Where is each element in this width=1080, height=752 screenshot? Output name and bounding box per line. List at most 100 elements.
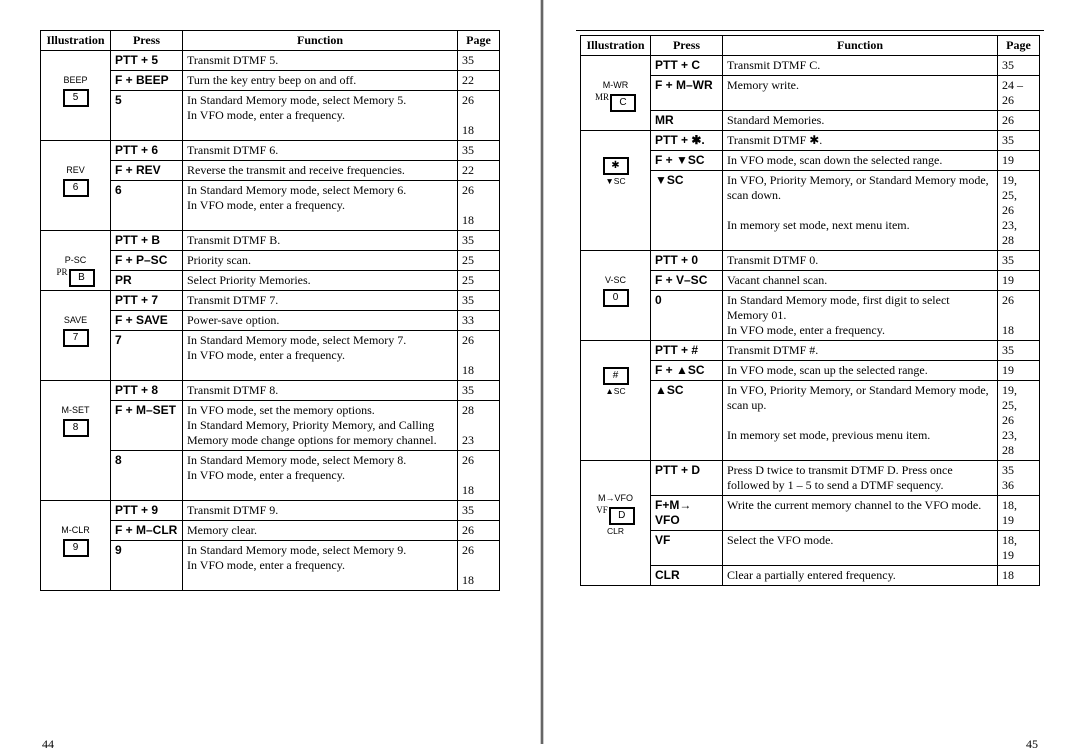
keycap-icon: 5 <box>63 89 89 107</box>
press-cell: F + ▲SC <box>651 361 723 381</box>
keycap-icon: 9 <box>63 539 89 557</box>
press-cell: VF <box>651 531 723 566</box>
key-label: M-CLR <box>45 525 106 536</box>
page-cell: 35 <box>998 131 1040 151</box>
function-cell: Transmit DTMF ✱. <box>723 131 998 151</box>
table-row: #▲SCPTT + #Transmit DTMF #.35 <box>581 341 1040 361</box>
function-cell: In VFO mode, scan up the selected range. <box>723 361 998 381</box>
function-cell: In Standard Memory mode, select Memory 8… <box>183 451 458 501</box>
function-cell: In Standard Memory mode, select Memory 7… <box>183 331 458 381</box>
function-cell: In VFO mode, set the memory options.In S… <box>183 401 458 451</box>
function-cell: Transmit DTMF 8. <box>183 381 458 401</box>
key-label: P-SC <box>45 255 106 266</box>
function-cell: In VFO, Priority Memory, or Standard Mem… <box>723 381 998 461</box>
key-label: REV <box>45 165 106 176</box>
press-cell: PTT + 8 <box>111 381 183 401</box>
page-cell: 35 <box>458 501 500 521</box>
page-cell: 35 <box>458 381 500 401</box>
function-cell: Transmit DTMF 6. <box>183 141 458 161</box>
page-cell: 24 –26 <box>998 76 1040 111</box>
key-label: M-WR <box>585 80 646 91</box>
page-cell: 33 <box>458 311 500 331</box>
press-cell: F + ▼SC <box>651 151 723 171</box>
keycap-icon: 0 <box>603 289 629 307</box>
press-cell: F + M–CLR <box>111 521 183 541</box>
function-cell: In Standard Memory mode, select Memory 6… <box>183 181 458 231</box>
page-cell: 2618 <box>458 181 500 231</box>
key-prefix: VF <box>596 505 608 516</box>
press-cell: PTT + D <box>651 461 723 496</box>
illustration-cell: SAVE 7 <box>41 291 111 381</box>
function-cell: In Standard Memory mode, select Memory 5… <box>183 91 458 141</box>
key-sublabel: ▲SC <box>585 386 646 397</box>
page-cell: 26 <box>458 521 500 541</box>
table-header-row: Illustration Press Function Page <box>581 36 1040 56</box>
reference-table-right: Illustration Press Function Page M-WRMRC… <box>580 35 1040 586</box>
keycap-icon: 8 <box>63 419 89 437</box>
function-cell: In Standard Memory mode, first digit to … <box>723 291 998 341</box>
press-cell: CLR <box>651 566 723 586</box>
press-cell: 9 <box>111 541 183 591</box>
press-cell: F + V–SC <box>651 271 723 291</box>
function-cell: Clear a partially entered frequency. <box>723 566 998 586</box>
table-row: V-SC0PTT + 0Transmit DTMF 0.35 <box>581 251 1040 271</box>
keycap-icon: 7 <box>63 329 89 347</box>
press-cell: F + M–SET <box>111 401 183 451</box>
illustration-cell: P-SCPRB <box>41 231 111 291</box>
page-cell: 35 <box>458 141 500 161</box>
keycap-icon: D <box>609 507 635 525</box>
page-cell: 35 <box>998 341 1040 361</box>
function-cell: Write the current memory channel to the … <box>723 496 998 531</box>
col-function: Function <box>723 36 998 56</box>
function-cell: Transmit DTMF 5. <box>183 51 458 71</box>
press-cell: F + P–SC <box>111 251 183 271</box>
key-sublabel: CLR <box>585 526 646 537</box>
function-cell: Transmit DTMF C. <box>723 56 998 76</box>
function-cell: Press D twice to transmit DTMF D. Press … <box>723 461 998 496</box>
page-cell: 2618 <box>458 541 500 591</box>
press-cell: F + M–WR <box>651 76 723 111</box>
page-cell: 3536 <box>998 461 1040 496</box>
function-cell: Select the VFO mode. <box>723 531 998 566</box>
page-cell: 2823 <box>458 401 500 451</box>
press-cell: PR <box>111 271 183 291</box>
illustration-cell: M-CLR 9 <box>41 501 111 591</box>
keycap-icon: C <box>610 94 636 112</box>
press-cell: 6 <box>111 181 183 231</box>
function-cell: Select Priority Memories. <box>183 271 458 291</box>
page-cell: 35 <box>458 231 500 251</box>
press-cell: F + REV <box>111 161 183 181</box>
page-cell: 2618 <box>458 91 500 141</box>
key-prefix: PR <box>56 267 67 278</box>
function-cell: In VFO mode, scan down the selected rang… <box>723 151 998 171</box>
illustration-cell: M-WRMRC <box>581 56 651 131</box>
keycap-icon: ✱ <box>603 157 629 175</box>
press-cell: PTT + C <box>651 56 723 76</box>
page-cell: 18,19 <box>998 531 1040 566</box>
press-cell: 7 <box>111 331 183 381</box>
page-cell: 2618 <box>458 451 500 501</box>
page-cell: 19 <box>998 271 1040 291</box>
press-cell: 0 <box>651 291 723 341</box>
function-cell: Memory clear. <box>183 521 458 541</box>
page-cell: 26 <box>998 111 1040 131</box>
press-cell: PTT + 7 <box>111 291 183 311</box>
press-cell: PTT + 6 <box>111 141 183 161</box>
reference-table-left: Illustration Press Function Page BEEP5PT… <box>40 30 500 591</box>
page-cell: 18,19 <box>998 496 1040 531</box>
illustration-cell: V-SC0 <box>581 251 651 341</box>
key-sublabel: ▼SC <box>585 176 646 187</box>
press-cell: PTT + 5 <box>111 51 183 71</box>
illustration-cell: BEEP5 <box>41 51 111 141</box>
page-cell: 22 <box>458 71 500 91</box>
key-label: SAVE <box>45 315 106 326</box>
table-row: SAVE7PTT + 7Transmit DTMF 7.35 <box>41 291 500 311</box>
press-cell: F + SAVE <box>111 311 183 331</box>
keycap-icon: 6 <box>63 179 89 197</box>
page-cell: 35 <box>998 56 1040 76</box>
press-cell: 5 <box>111 91 183 141</box>
press-cell: F + BEEP <box>111 71 183 91</box>
illustration-cell: REV 6 <box>41 141 111 231</box>
illustration-cell: ✱▼SC <box>581 131 651 251</box>
col-illustration: Illustration <box>41 31 111 51</box>
